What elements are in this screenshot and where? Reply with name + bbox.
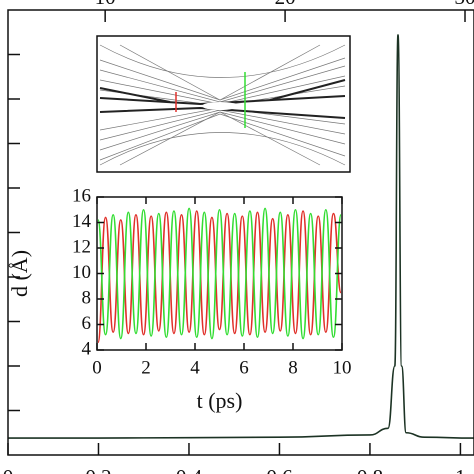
x-tick-label: 10 — [333, 357, 352, 378]
y-axis-label: d (Å) — [7, 250, 32, 297]
x-tick-label: 0.6 — [266, 465, 292, 474]
x-tick-label: 0.4 — [176, 465, 203, 474]
x-axis-label: t (ps) — [197, 388, 243, 413]
x-tick-label: 2 — [141, 357, 151, 378]
x-tick-label: 4 — [190, 357, 200, 378]
data-line — [97, 210, 342, 344]
y-tick-label: 10 — [72, 262, 91, 283]
x-tick-label: 0 — [3, 465, 14, 474]
x-tick-label: 0.2 — [85, 465, 111, 474]
x-tick-label: 1 — [455, 465, 466, 474]
structure-image — [96, 35, 351, 173]
data-line — [97, 207, 342, 340]
data-line — [8, 34, 474, 439]
x-tick-label: 8 — [288, 357, 298, 378]
y-tick-label: 4 — [82, 338, 92, 359]
x2-tick-label: 10 — [95, 0, 116, 9]
y-tick-label: 12 — [72, 236, 91, 257]
y-tick-label: 16 — [72, 185, 91, 206]
x2-tick-label: 20 — [275, 0, 296, 9]
x2-tick-label: 30 — [455, 0, 474, 9]
x-tick-label: 0 — [92, 357, 102, 378]
x-tick-label: 0.8 — [357, 465, 383, 474]
x-tick-label: 6 — [239, 357, 249, 378]
y-tick-label: 14 — [72, 211, 92, 232]
y-tick-label: 8 — [82, 287, 92, 308]
y-tick-label: 6 — [82, 313, 92, 334]
